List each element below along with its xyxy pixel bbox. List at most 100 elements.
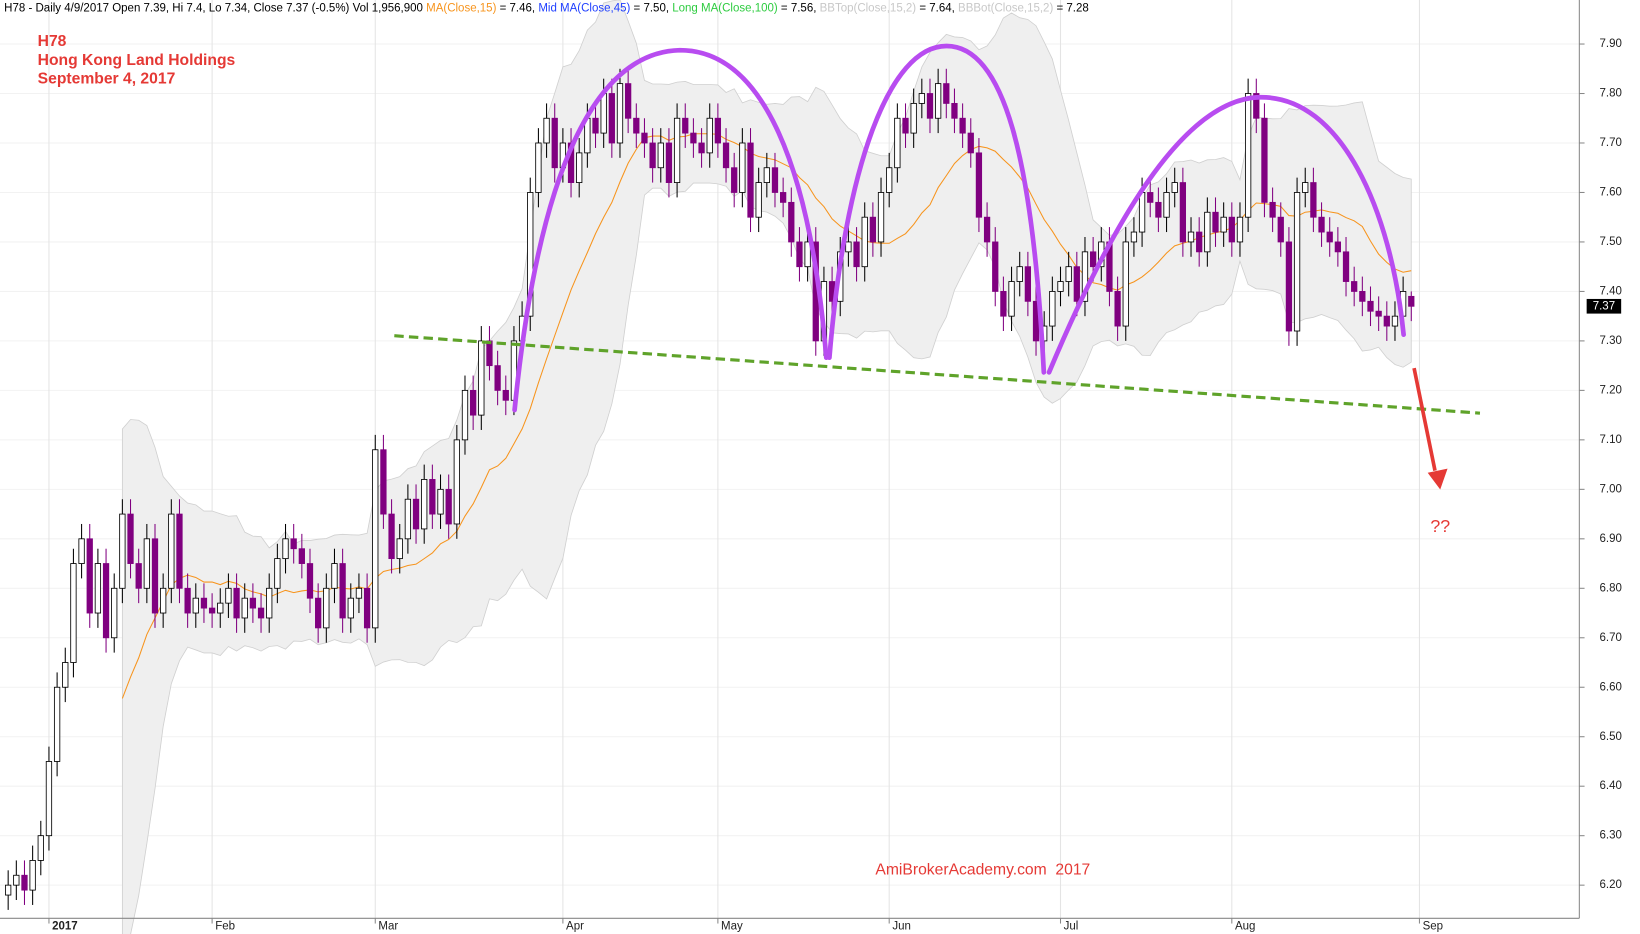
candle-body — [1293, 192, 1301, 332]
header: H78 - Daily 4/9/2017 Open 7.39, Hi 7.4, … — [4, 2, 1089, 14]
candle-body — [1318, 216, 1325, 233]
y-tick-label: 7.80 — [1600, 88, 1622, 100]
candle-body — [21, 874, 28, 891]
header-part: BBTop(Close,15,2) — [820, 2, 917, 14]
candle-body — [1187, 231, 1195, 243]
header-part: = 7.46, — [496, 2, 538, 14]
candle-body — [347, 597, 354, 619]
y-tick-label: 6.90 — [1600, 533, 1622, 545]
candle-body — [1138, 192, 1146, 233]
candle-body — [763, 167, 770, 183]
candle-body — [665, 142, 673, 183]
candle-body — [274, 558, 281, 589]
x-tick-label: Jul — [1064, 921, 1079, 933]
candle-body — [176, 513, 183, 589]
candle-body — [600, 93, 607, 134]
candle-body — [502, 389, 509, 401]
y-tick-label: 6.40 — [1600, 780, 1622, 792]
y-tick-label: 7.50 — [1600, 236, 1622, 248]
candle-body — [1008, 281, 1015, 317]
candle-body — [690, 132, 697, 144]
candle-body — [1171, 182, 1178, 193]
candle-body — [412, 498, 420, 530]
candle-body — [298, 548, 305, 564]
candle-body — [1081, 251, 1089, 302]
arrow — [1412, 367, 1448, 490]
candle-body — [1089, 251, 1097, 268]
candle-body — [592, 117, 599, 134]
arrow-head — [1427, 468, 1448, 490]
candle-body — [698, 142, 705, 154]
candle-body — [1122, 241, 1129, 327]
candle-body — [641, 132, 648, 144]
candle-body — [315, 597, 322, 629]
x-tick-label: Sep — [1423, 921, 1443, 933]
candle-body — [853, 241, 860, 268]
candle-body — [29, 860, 36, 891]
candle-body — [894, 117, 901, 169]
candle-body — [217, 602, 224, 614]
candle-body — [355, 587, 363, 599]
x-tick-label: May — [721, 921, 743, 933]
y-tick-label: 7.70 — [1600, 137, 1622, 149]
y-tick-label: 6.60 — [1600, 681, 1622, 693]
candle-body — [1253, 93, 1260, 119]
candle-body — [722, 142, 730, 169]
candle-body — [94, 563, 102, 614]
candle-body — [1334, 241, 1342, 253]
candle-body — [184, 587, 191, 614]
x-tick-label: 2017 — [52, 921, 78, 933]
arc — [512, 47, 829, 413]
x-tick-label: Apr — [566, 921, 584, 933]
y-tick-label: 6.50 — [1600, 731, 1622, 743]
candle-body — [910, 102, 917, 134]
candle-body — [633, 117, 640, 134]
candle-body — [1326, 231, 1333, 243]
candle-body — [470, 389, 477, 416]
x-tick-label: Jun — [892, 921, 911, 933]
y-tick-label: 6.30 — [1600, 830, 1622, 842]
candle-body — [902, 117, 909, 134]
candle-body — [1351, 281, 1358, 292]
candle-body — [1391, 315, 1399, 327]
y-tick-label: 7.60 — [1600, 187, 1622, 199]
title-line: H78 — [38, 33, 67, 50]
last-price-tag — [1586, 298, 1622, 314]
candle-body — [1057, 281, 1064, 292]
watermark: AmiBrokerAcademy.com 2017 — [875, 861, 1090, 878]
candle-body — [86, 538, 93, 614]
axis-layer: 6.20 6.30 6.40 6.50 6.60 6.70 6.80 6.90 7.00 7.10… — [48, 38, 1622, 933]
candle-body — [755, 182, 762, 218]
candle-body — [363, 587, 371, 629]
arc — [827, 43, 1047, 375]
candle-body — [200, 597, 208, 609]
candle-body — [37, 835, 44, 861]
y-tick-label: 6.20 — [1600, 879, 1622, 891]
candle-body — [1342, 251, 1350, 282]
y-tick-label: 7.40 — [1600, 285, 1622, 297]
candle-body — [445, 488, 452, 525]
candle-body — [1130, 231, 1138, 243]
header-part: = 7.28 — [1053, 2, 1089, 14]
candle-body — [739, 142, 746, 193]
candle-body — [983, 216, 991, 243]
candle-body — [788, 201, 795, 243]
candle-body — [918, 93, 925, 104]
header-part: Mid MA(Close,45) — [538, 2, 630, 14]
candle-body — [1269, 201, 1276, 218]
candle-body — [804, 241, 811, 268]
header-part: H78 - Daily 4/9/2017 Open 7.39, Hi 7.4, … — [4, 2, 426, 14]
candle-body — [282, 538, 289, 560]
candle-body — [877, 192, 885, 243]
candle-body — [706, 117, 713, 154]
candle-body — [5, 884, 12, 896]
candle-body — [1024, 266, 1032, 302]
candle-body — [1204, 211, 1211, 253]
candle-body — [339, 563, 346, 619]
x-tick-label: Feb — [215, 921, 235, 933]
candle-body — [943, 83, 950, 104]
candle-body — [331, 563, 338, 589]
y-tick-label: 7.20 — [1600, 384, 1622, 396]
candle-body — [1244, 93, 1252, 218]
candle-body — [543, 117, 550, 144]
